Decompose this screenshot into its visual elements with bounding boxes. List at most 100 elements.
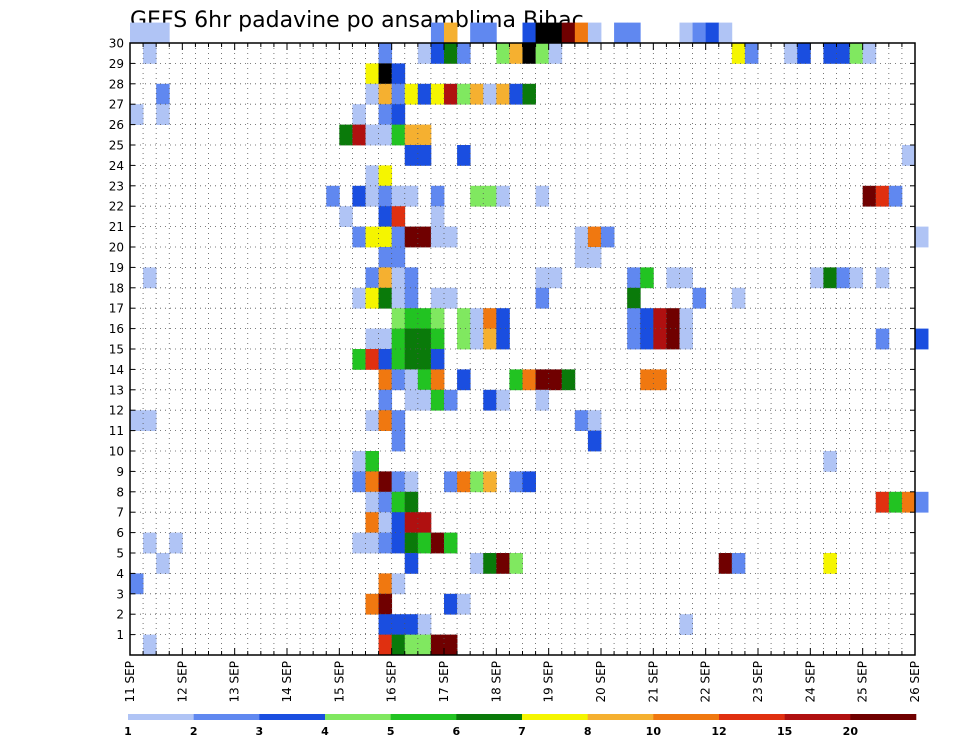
precip-cell (417, 145, 432, 166)
precip-cell (404, 471, 419, 493)
precip-cell (457, 593, 471, 615)
precip-cell (404, 634, 419, 656)
precip-cell (378, 63, 393, 85)
precip-cell (457, 308, 471, 329)
precip-cell (718, 553, 733, 574)
y-tick-label: 14 (109, 363, 124, 377)
precip-cell (483, 328, 497, 350)
precip-cell (731, 43, 746, 64)
precip-cell (365, 63, 379, 85)
precip-cell (391, 471, 406, 493)
precip-cell (640, 267, 654, 289)
precip-cell (627, 267, 641, 289)
precip-cell (430, 83, 445, 105)
precip-cell (430, 532, 445, 554)
precip-cell (378, 124, 393, 146)
precip-cell (391, 349, 406, 370)
precip-cell (653, 369, 667, 391)
precip-cell (915, 491, 929, 513)
precip-cell (378, 43, 393, 64)
precip-cell (587, 430, 602, 452)
precip-cell (587, 247, 602, 268)
precip-cell (444, 593, 458, 615)
precip-cell (378, 389, 393, 411)
precip-cell (378, 614, 393, 635)
precip-cell (391, 308, 406, 329)
precip-cell (417, 389, 432, 411)
precip-cell (535, 267, 550, 289)
precip-cell (614, 22, 628, 44)
x-tick-label: 12 SEP (175, 661, 189, 703)
precip-cell (561, 369, 576, 391)
precip-cell (679, 308, 693, 329)
color-legend: 1 2 3 4 5 6 7 8 10 12 15 20 (124, 714, 917, 738)
precip-cell (444, 226, 458, 248)
precip-cell (509, 43, 523, 64)
precip-cell (391, 410, 406, 431)
precip-cell (404, 185, 419, 207)
precip-cell (352, 451, 366, 472)
precip-cell (496, 328, 510, 350)
precip-cell (836, 267, 850, 289)
legend-label: 15 (777, 725, 792, 738)
precip-cell (404, 349, 419, 370)
precip-cell (470, 308, 484, 329)
precip-cell (156, 83, 170, 105)
precip-cell (522, 22, 536, 44)
precip-cell (143, 43, 157, 64)
precip-cell (417, 532, 432, 554)
precip-cell (352, 532, 366, 554)
precip-cell (823, 267, 837, 289)
y-tick-label: 12 (109, 404, 124, 418)
precip-cell (875, 267, 890, 289)
y-tick-label: 3 (116, 587, 124, 601)
y-tick-label: 6 (116, 526, 124, 540)
precip-cell (404, 145, 419, 166)
precip-cell (496, 553, 510, 574)
precip-cell (548, 43, 563, 64)
precip-cell (430, 328, 445, 350)
precip-cell (417, 226, 432, 248)
precip-cell (444, 287, 458, 309)
y-tick-label: 15 (109, 343, 124, 357)
precip-cell (156, 104, 170, 125)
precip-cell (352, 226, 366, 248)
precip-cell (483, 22, 497, 44)
precip-cell (470, 83, 484, 105)
y-tick-label: 26 (109, 118, 124, 132)
precip-cell (378, 267, 393, 289)
precip-cell (130, 410, 144, 431)
precip-cell (352, 349, 366, 370)
precip-cell (666, 328, 680, 350)
legend-label: 10 (646, 725, 662, 738)
precip-cell (862, 43, 877, 64)
y-tick-label: 29 (109, 57, 124, 71)
y-tick-label: 30 (109, 37, 124, 51)
precip-cell (365, 349, 379, 370)
precip-cell (875, 328, 890, 350)
precip-cell (417, 349, 432, 370)
legend-label: 3 (256, 725, 264, 738)
precip-cell (417, 124, 432, 146)
precip-cell (548, 267, 563, 289)
precip-cell (326, 185, 340, 207)
x-tick-label: 19 SEP (542, 661, 556, 703)
precip-cell (391, 185, 406, 207)
y-tick-label: 23 (109, 179, 124, 193)
precip-cell (457, 328, 471, 350)
precip-cell (404, 124, 419, 146)
legend-swatch (325, 714, 391, 720)
precip-cell (875, 491, 890, 513)
precip-cell (365, 491, 379, 513)
precip-cell (378, 532, 393, 554)
precip-cell (823, 553, 837, 574)
precip-cell (574, 22, 589, 44)
chart-title: GEFS 6hr padavine po ansamblima Bihac (130, 8, 584, 33)
precip-cell (365, 328, 379, 350)
precip-cell (561, 22, 576, 44)
precip-cell (378, 206, 393, 227)
x-tick-label: 24 SEP (803, 661, 817, 703)
precip-cell (744, 43, 759, 64)
precip-cell (731, 553, 746, 574)
